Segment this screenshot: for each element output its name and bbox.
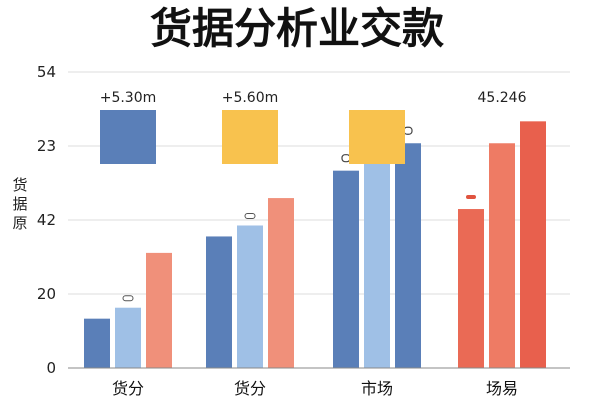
x-category-label: 场易 <box>486 379 518 398</box>
y-tick-label: 0 <box>46 359 56 377</box>
annotations: +5.30m +5.60m 45.246 <box>100 90 527 164</box>
x-category-label: 货分 <box>234 379 266 398</box>
y-axis-label-char: 货 <box>12 176 27 194</box>
y-axis-label-char: 据 <box>12 195 27 213</box>
bar <box>395 143 421 368</box>
x-category-label: 市场 <box>361 379 393 398</box>
y-axis-label: 货据原 <box>12 176 27 232</box>
bars <box>84 121 546 368</box>
chart-title: 货据分析业交款 <box>150 4 444 53</box>
bar <box>268 198 294 368</box>
annotation-text: +5.30m <box>100 90 157 106</box>
y-tick-label: 54 <box>37 63 56 81</box>
bar <box>520 121 546 368</box>
y-axis-label-char: 原 <box>12 214 27 232</box>
y-tick-label: 20 <box>37 285 56 303</box>
bar-marker <box>244 212 256 219</box>
bar-marker <box>341 154 351 163</box>
bar-marker <box>466 195 476 200</box>
bar <box>489 143 515 368</box>
bar <box>84 318 110 368</box>
x-category-label: 货分 <box>112 379 144 398</box>
annotation-block <box>100 110 156 164</box>
bar-marker <box>403 126 413 135</box>
bar <box>115 307 141 368</box>
annotation-text: 45.246 <box>478 90 527 106</box>
bar-marker <box>122 295 134 302</box>
bar <box>333 170 359 368</box>
bar <box>237 225 263 368</box>
annotation-block <box>349 110 405 164</box>
y-tick-label: 23 <box>37 137 56 155</box>
annotation-text: +5.60m <box>222 90 279 106</box>
y-axis-ticks: 54 23 42 20 0 <box>37 63 56 377</box>
x-axis-categories: 货分 货分 市场 场易 <box>112 379 518 398</box>
bar <box>364 143 390 368</box>
y-tick-label: 42 <box>37 211 56 229</box>
annotation-block <box>222 110 278 164</box>
bar <box>146 252 172 368</box>
bar <box>458 209 484 368</box>
bar <box>206 236 232 368</box>
